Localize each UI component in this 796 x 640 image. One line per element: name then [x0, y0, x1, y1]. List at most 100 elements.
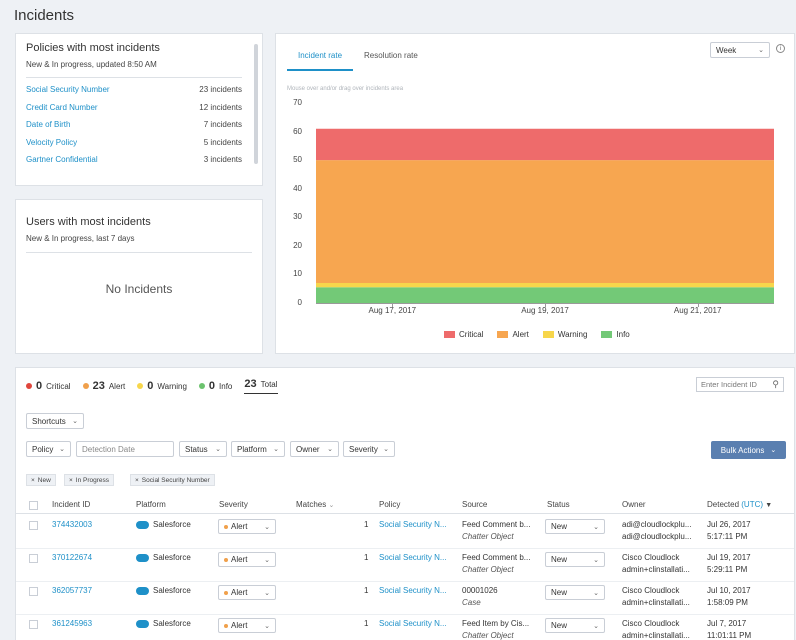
status-select[interactable]: New ⌄ [545, 519, 605, 534]
bulk-actions-button[interactable]: Bulk Actions ⌄ [711, 441, 786, 459]
platform-cell: Salesforce [136, 619, 191, 628]
legend-item-alert[interactable]: Alert [497, 330, 529, 339]
users-card: Users with most incidents New & In progr… [15, 199, 263, 354]
select-all-checkbox[interactable] [29, 501, 38, 510]
x-tick-mark [545, 303, 546, 307]
policy-link[interactable]: Social Security N... [379, 520, 447, 529]
area-series-info[interactable] [316, 287, 774, 303]
policy-count: 5 incidents [203, 137, 242, 147]
filter-chip-ssn[interactable]: × Social Security Number [130, 474, 215, 486]
severity-text: Alert [231, 555, 248, 564]
detected-time: 5:17:11 PM [707, 532, 748, 541]
policy-link[interactable]: Social Security N... [379, 586, 447, 595]
alert-dot [224, 558, 228, 562]
table-row[interactable]: 362057737 Salesforce Alert ⌄ 1 Social Sec… [16, 582, 794, 615]
incident-id-link[interactable]: 361245963 [52, 619, 93, 628]
info-icon[interactable]: i [776, 44, 785, 53]
incident-id-search[interactable]: Enter Incident ID ⚲ [696, 377, 784, 392]
detected-date: Jul 10, 2017 [707, 586, 751, 595]
source-type: Chatter Object [462, 532, 514, 541]
legend-item-info[interactable]: Info [601, 330, 630, 339]
detection-date-input[interactable]: Detection Date [76, 441, 174, 457]
header-matches[interactable]: Matches ⌄ [296, 500, 334, 509]
info-dot [198, 383, 205, 389]
severity-select[interactable]: Alert ⌄ [218, 552, 276, 567]
status-select[interactable]: New ⌄ [545, 585, 605, 600]
row-checkbox[interactable] [29, 620, 38, 629]
y-tick-label: 70 [293, 98, 302, 107]
chevron-down-icon: ⌄ [72, 418, 78, 425]
policy-link[interactable]: Social Security N... [379, 553, 447, 562]
area-series-critical[interactable] [316, 128, 774, 161]
header-source[interactable]: Source [462, 500, 488, 509]
status-select[interactable]: New ⌄ [545, 618, 605, 633]
summary-warning[interactable]: 0 Warning [137, 380, 187, 392]
severity-select[interactable]: Alert ⌄ [218, 585, 276, 600]
row-checkbox[interactable] [29, 554, 38, 563]
header-policy[interactable]: Policy [379, 500, 401, 509]
policy-link[interactable]: Date of Birth [26, 120, 71, 130]
detected-time: 11:01:11 PM [707, 631, 752, 640]
policy-link[interactable]: Social Security N... [379, 619, 447, 628]
incident-id-link[interactable]: 374432003 [52, 520, 93, 529]
header-platform[interactable]: Platform [136, 500, 166, 509]
header-severity[interactable]: Severity [219, 500, 248, 509]
policy-link[interactable]: Gartner Confidential [26, 155, 98, 165]
table-row[interactable]: 361245963 Salesforce Alert ⌄ 1 Social Sec… [16, 615, 794, 640]
incident-id-link[interactable]: 370122674 [52, 553, 93, 562]
summary-info[interactable]: 0 Info [198, 380, 232, 392]
policy-filter[interactable]: Policy ⌄ [26, 441, 71, 457]
severity-filter[interactable]: Severity ⌄ [343, 441, 395, 457]
header-owner[interactable]: Owner [622, 500, 646, 509]
area-series-alert[interactable] [316, 160, 774, 283]
y-tick-label: 30 [293, 212, 302, 222]
divider [26, 252, 252, 253]
owner-cell: adi@cloudlockplu... adi@cloudlockplu... [622, 520, 692, 541]
incident-id-link[interactable]: 362057737 [52, 586, 93, 595]
filter-chip-in-progress[interactable]: × In Progress [64, 474, 115, 486]
severity-select[interactable]: Alert ⌄ [218, 519, 276, 534]
filter-chip-new[interactable]: × New [26, 474, 56, 486]
owner-name: Cisco Cloudlock [622, 586, 680, 595]
close-icon[interactable]: × [69, 476, 73, 484]
total-label: Total [260, 379, 278, 389]
chart-svg[interactable] [316, 103, 774, 303]
summary-alert[interactable]: 23 Alert [82, 380, 125, 392]
area-series-warning[interactable] [316, 283, 774, 288]
search-icon: ⚲ [772, 379, 779, 389]
policy-link[interactable]: Social Security Number [26, 85, 110, 95]
y-tick-label: 10 [293, 269, 302, 279]
status-select[interactable]: New ⌄ [545, 552, 605, 567]
header-detected[interactable]: Detected (UTC) ▼ [707, 500, 772, 509]
row-checkbox[interactable] [29, 587, 38, 596]
owner-filter[interactable]: Owner ⌄ [290, 441, 339, 457]
summary-total[interactable]: 23 Total [244, 378, 278, 394]
table-row[interactable]: 370122674 Salesforce Alert ⌄ 1 Social Sec… [16, 549, 794, 582]
status-filter[interactable]: Status ⌄ [179, 441, 227, 457]
tab-resolution-rate[interactable]: Resolution rate [364, 51, 418, 60]
chevron-down-icon: ⌄ [383, 446, 389, 453]
scrollbar[interactable] [254, 44, 258, 164]
close-icon[interactable]: × [31, 476, 35, 484]
shortcuts-select[interactable]: Shortcuts ⌄ [26, 413, 84, 429]
tab-incident-rate[interactable]: Incident rate [287, 51, 354, 71]
search-input[interactable]: Enter Incident ID [701, 380, 757, 389]
table-row[interactable]: 374432003 Salesforce Alert ⌄ 1 Social Sec… [16, 516, 794, 549]
platform-filter[interactable]: Platform ⌄ [231, 441, 285, 457]
header-incident-id[interactable]: Incident ID [52, 500, 91, 509]
summary-critical[interactable]: 0 Critical [26, 380, 71, 392]
severity-select[interactable]: Alert ⌄ [218, 618, 276, 633]
legend-item-critical[interactable]: Critical [444, 330, 483, 339]
legend-label: Alert [512, 330, 529, 339]
policy-list: Social Security Number 23 incidents Credit… [26, 81, 242, 169]
policy-link[interactable]: Velocity Policy [26, 137, 78, 147]
legend-item-warning[interactable]: Warning [542, 330, 587, 339]
chevron-down-icon: ⌄ [593, 523, 599, 531]
header-status[interactable]: Status [547, 500, 570, 509]
period-select[interactable]: Week ⌄ [710, 42, 770, 58]
chart-area[interactable]: 0 10 20 30 40 50 60 70 Aug 17, 2017 Aug 19, 2017… [276, 34, 796, 324]
row-checkbox[interactable] [29, 521, 38, 530]
detected-cell: Jul 7, 2017 11:01:11 PM [707, 619, 751, 640]
policy-link[interactable]: Credit Card Number [26, 102, 98, 112]
close-icon[interactable]: × [135, 476, 139, 484]
